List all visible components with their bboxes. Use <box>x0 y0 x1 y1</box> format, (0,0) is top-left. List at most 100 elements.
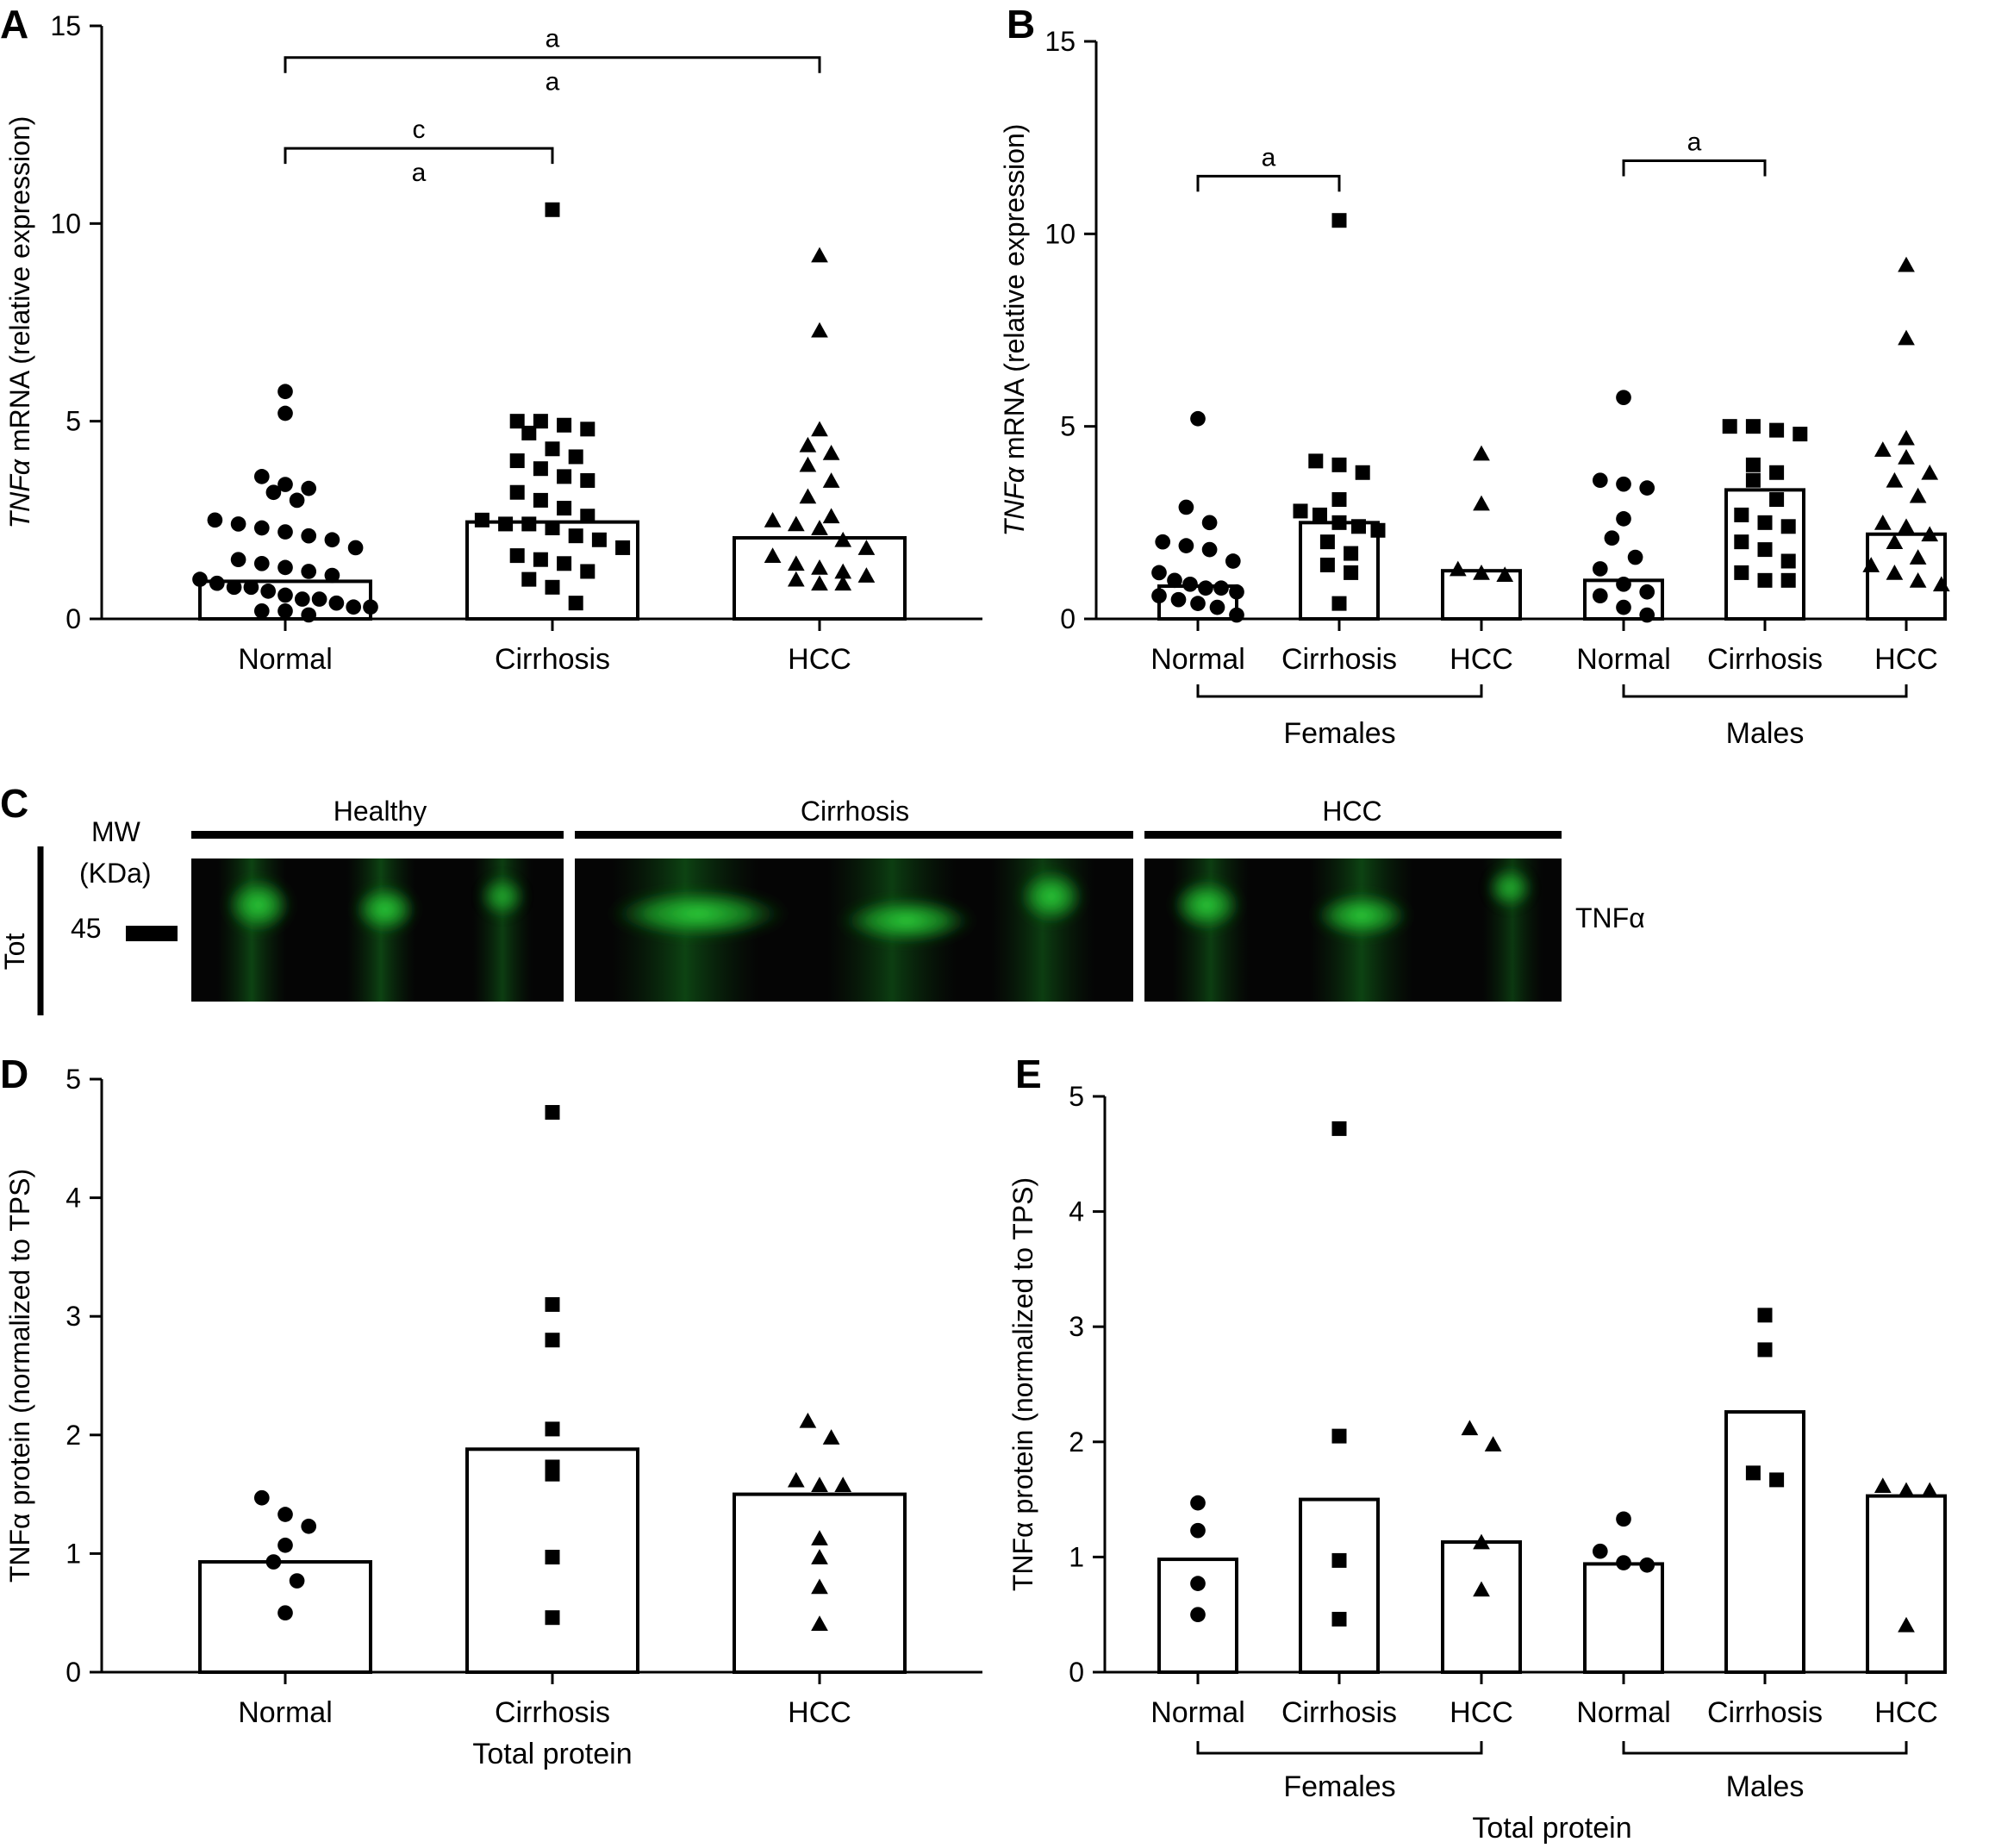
data-point <box>347 540 364 556</box>
blot-group-label-cirrhosis: Cirrhosis <box>801 796 909 827</box>
data-point <box>253 1489 270 1506</box>
x-category-label: Cirrhosis <box>495 1696 610 1729</box>
data-point <box>764 511 782 528</box>
data-point <box>545 202 560 217</box>
data-point <box>1449 560 1467 577</box>
data-point <box>1898 449 1915 465</box>
data-point <box>1921 526 1939 542</box>
data-point <box>1496 566 1514 583</box>
data-point <box>253 602 270 619</box>
data-point <box>533 552 548 567</box>
data-point <box>1616 511 1631 527</box>
panel-letter-e: E <box>1015 1052 1042 1096</box>
data-point <box>277 524 293 540</box>
data-point <box>557 501 572 516</box>
data-point <box>207 512 223 528</box>
significance-label: a <box>546 25 560 53</box>
data-point <box>1921 464 1939 480</box>
data-point <box>1229 584 1244 600</box>
data-point <box>787 515 805 532</box>
data-point <box>1616 599 1631 615</box>
data-point <box>811 575 828 591</box>
data-point <box>557 417 572 433</box>
x-category-label: Normal <box>1150 1696 1245 1729</box>
data-point <box>1898 256 1915 272</box>
data-point <box>580 472 595 488</box>
y-tick-label: 5 <box>65 1064 81 1095</box>
data-point <box>545 1550 560 1565</box>
data-point <box>1757 1342 1773 1358</box>
data-point <box>277 405 293 421</box>
data-point <box>1312 507 1327 522</box>
significance-bracket <box>1196 174 1341 192</box>
x-axis-title: Total protein <box>1472 1812 1631 1845</box>
data-point <box>1151 565 1167 581</box>
data-point <box>1757 1308 1773 1323</box>
data-point <box>580 421 595 437</box>
data-point <box>1461 1420 1479 1436</box>
data-point <box>1170 591 1187 608</box>
data-point <box>787 571 805 587</box>
blot-band <box>1312 891 1412 940</box>
data-point <box>1473 1533 1490 1550</box>
blot-band <box>1017 867 1086 926</box>
blot-group-bar-hcc <box>1144 831 1562 839</box>
y-axis-title-rest: mRNA (relative expression) <box>999 124 1030 467</box>
data-point <box>1331 213 1347 228</box>
data-point <box>521 571 537 587</box>
y-axis-title-rest: mRNA (relative expression) <box>4 116 35 459</box>
data-point <box>1178 499 1194 515</box>
data-point <box>545 1105 560 1121</box>
significance-label: a <box>1687 128 1702 156</box>
data-point <box>289 1573 305 1589</box>
data-point <box>324 567 340 584</box>
data-point <box>1370 522 1386 538</box>
x-category-label: HCC <box>1450 1696 1513 1729</box>
data-point <box>1190 1522 1206 1539</box>
data-point <box>1909 487 1927 503</box>
data-point <box>1604 530 1620 546</box>
data-point <box>521 516 537 532</box>
data-point <box>811 559 828 575</box>
data-point <box>1886 565 1904 580</box>
panel-letter-b: B <box>1007 2 1035 47</box>
data-point <box>545 1610 560 1626</box>
data-point <box>1344 546 1359 561</box>
data-point <box>1351 519 1366 534</box>
data-point <box>1225 553 1241 569</box>
data-point <box>226 579 242 596</box>
data-point <box>811 1530 828 1545</box>
data-point <box>301 564 317 579</box>
x-category-label: Cirrhosis <box>1281 1696 1397 1729</box>
data-point <box>521 425 537 440</box>
data-point <box>1190 596 1206 611</box>
data-point <box>1745 472 1761 488</box>
band-label-tnfa: TNFα <box>1575 902 1645 933</box>
chart-panel-a: 0 5 10 15 Normal Cirrhosis HCC TNFα mRNA (relat… <box>4 10 982 676</box>
data-point <box>301 480 317 496</box>
data-point <box>1167 572 1182 589</box>
y-axis-title: TNFα protein (normalized to TPS) <box>4 1169 35 1583</box>
blot-band <box>838 896 976 945</box>
group-label: Females <box>1283 1770 1395 1803</box>
kda-label: (KDa) <box>79 858 152 889</box>
data-point <box>1198 580 1213 596</box>
data-point <box>811 1477 828 1492</box>
data-point <box>324 532 340 548</box>
data-point <box>822 444 840 460</box>
x-category-label: Cirrhosis <box>1707 1696 1823 1729</box>
data-point <box>811 1615 828 1631</box>
y-axis-title: TNFα mRNA (relative expression) <box>4 116 35 529</box>
data-point <box>557 556 572 571</box>
data-point <box>568 528 583 544</box>
x-category-label: HCC <box>788 643 851 676</box>
bar <box>1866 1494 1947 1675</box>
data-point <box>301 528 317 544</box>
data-point <box>1151 588 1167 604</box>
y-tick-label: 3 <box>65 1301 81 1332</box>
data-point <box>822 508 840 524</box>
data-point <box>557 469 572 484</box>
x-category-label: Cirrhosis <box>1281 643 1397 676</box>
data-point <box>1616 1511 1631 1527</box>
data-point <box>265 484 282 501</box>
